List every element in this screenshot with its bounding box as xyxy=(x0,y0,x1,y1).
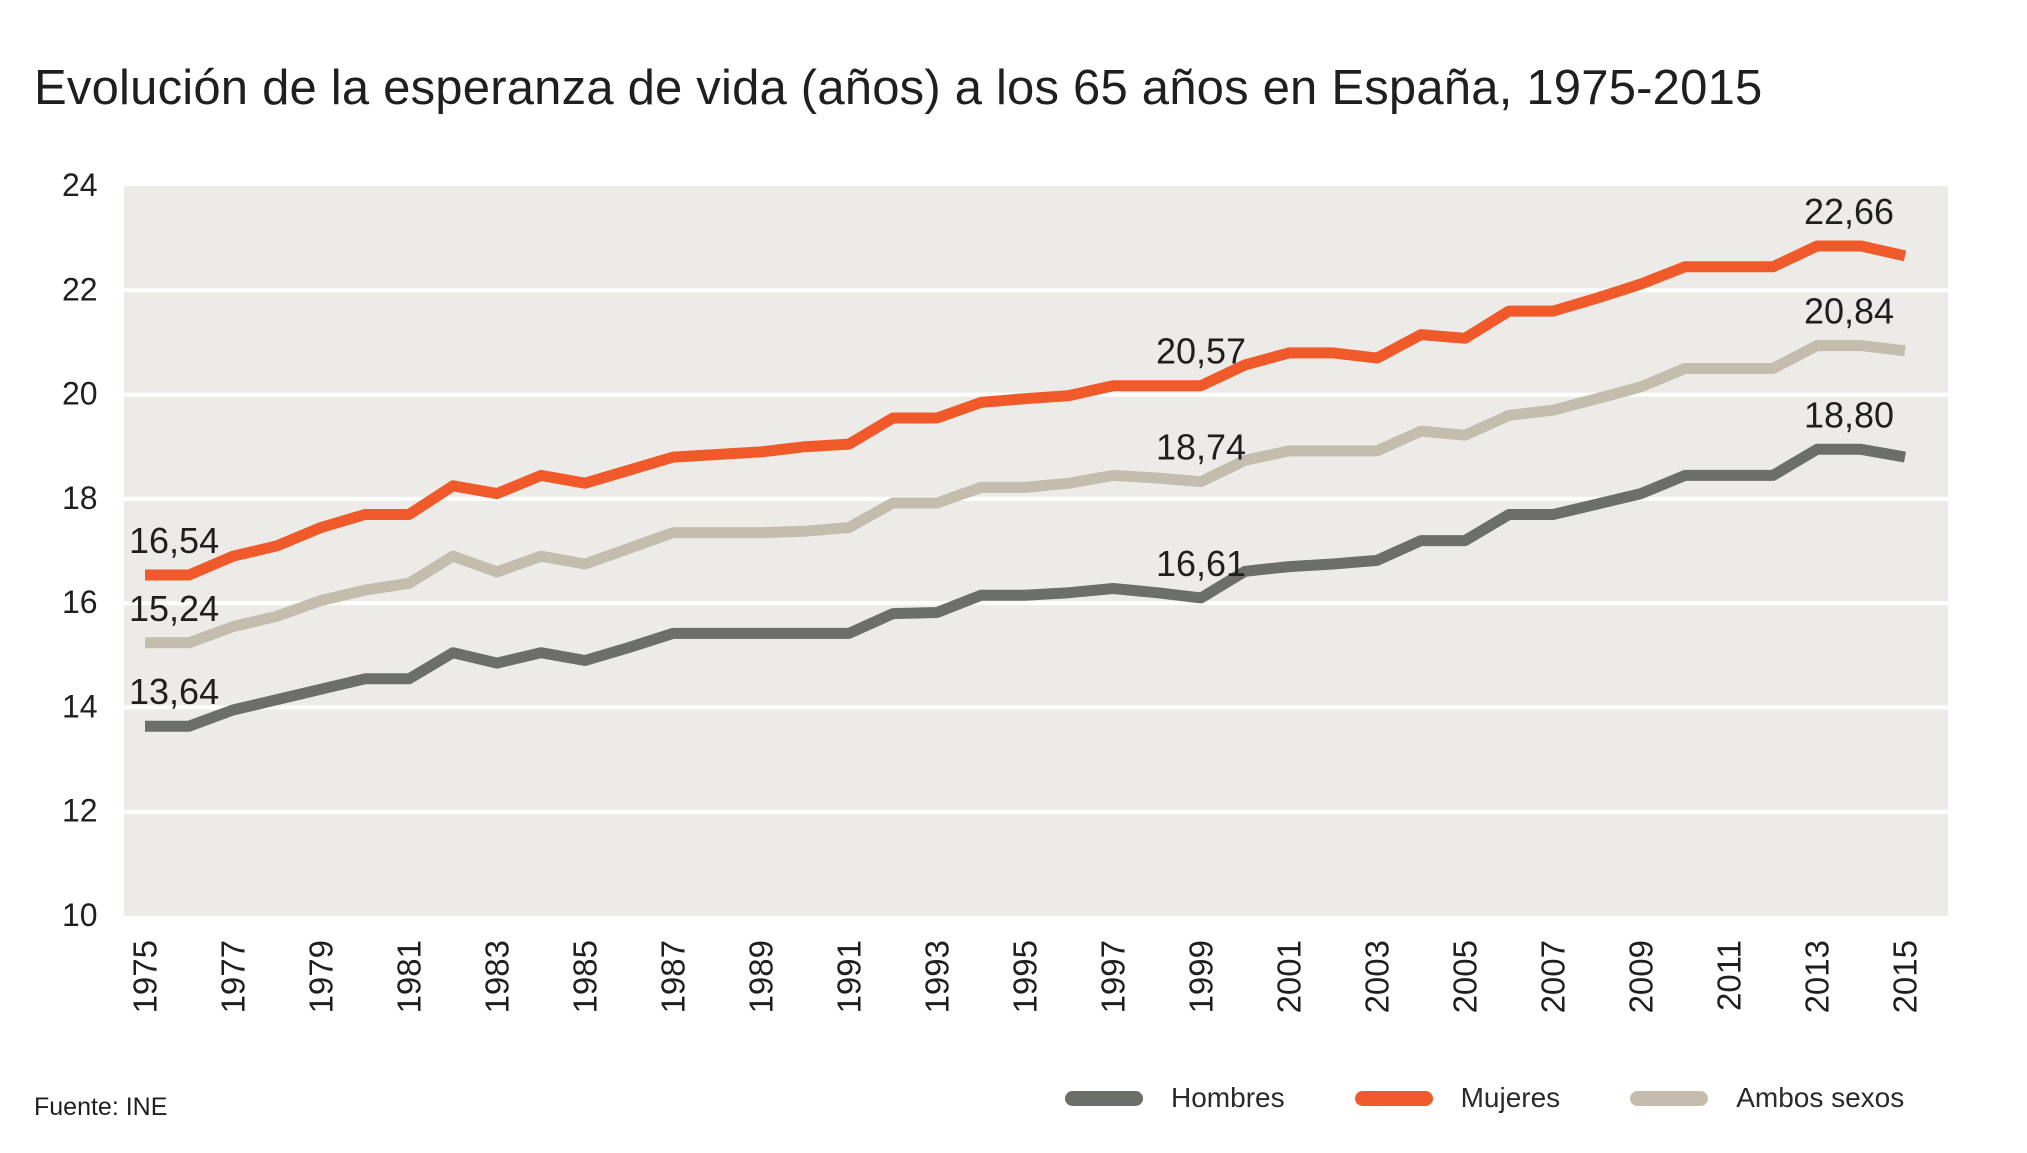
data-label: 15,24 xyxy=(129,588,219,629)
legend-item-hombres: Hombres xyxy=(1065,1082,1285,1114)
y-tick-label: 24 xyxy=(62,167,98,203)
legend-label-mujeres: Mujeres xyxy=(1460,1082,1561,1113)
chart-title: Evolución de la esperanza de vida (años)… xyxy=(34,61,1763,115)
x-tick-label: 1979 xyxy=(303,940,340,1013)
y-tick-label: 16 xyxy=(62,584,98,620)
x-tick-label: 1999 xyxy=(1183,940,1220,1013)
y-tick-label: 18 xyxy=(62,480,98,516)
source-note: Fuente: INE xyxy=(34,1093,168,1121)
x-tick-label: 1983 xyxy=(479,940,516,1013)
x-tick-label: 1977 xyxy=(215,940,252,1013)
y-tick-label: 10 xyxy=(62,897,98,933)
series-line-mujeres xyxy=(145,240,1907,581)
x-tick-label: 2013 xyxy=(1799,940,1836,1013)
y-tick-label: 22 xyxy=(62,271,98,307)
x-tick-label: 2001 xyxy=(1271,940,1308,1013)
x-tick-label: 2007 xyxy=(1535,940,1572,1013)
y-axis-tick-labels: 24 22 20 18 16 14 12 10 xyxy=(62,167,98,933)
x-tick-label: 1991 xyxy=(831,940,868,1013)
y-tick-label: 20 xyxy=(62,376,98,412)
x-tick-label: 1995 xyxy=(1007,940,1044,1013)
data-label: 16,61 xyxy=(1156,543,1246,584)
x-tick-label: 2009 xyxy=(1623,940,1660,1013)
legend-item-ambos-sexos: Ambos sexos xyxy=(1630,1082,1904,1114)
x-tick-label: 1987 xyxy=(655,940,692,1013)
x-tick-label: 1989 xyxy=(743,940,780,1013)
series-line-ambos-sexos xyxy=(145,340,1906,649)
x-tick-label: 1975 xyxy=(127,940,164,1013)
legend-swatch-hombres xyxy=(1065,1090,1143,1106)
data-label: 20,84 xyxy=(1804,291,1894,332)
legend-label-ambos-sexos: Ambos sexos xyxy=(1736,1082,1905,1113)
legend-swatch-ambos-sexos xyxy=(1630,1090,1709,1106)
x-axis-tick-labels: 1975 1977 1979 1981 1983 1985 1987 1989 1991 1993… xyxy=(127,940,1924,1013)
x-tick-label: 2003 xyxy=(1359,940,1396,1013)
y-tick-label: 14 xyxy=(62,688,98,724)
data-label: 16,54 xyxy=(129,520,219,561)
legend-label-hombres: Hombres xyxy=(1171,1082,1285,1113)
data-label: 22,66 xyxy=(1804,191,1894,232)
series-line-hombres xyxy=(145,443,1906,732)
legend: Hombres Mujeres Ambos sexos xyxy=(1065,1082,1904,1114)
series-lines xyxy=(145,240,1907,732)
x-tick-label: 2015 xyxy=(1887,940,1924,1013)
x-tick-label: 2005 xyxy=(1447,940,1484,1013)
y-tick-label: 12 xyxy=(62,793,98,829)
x-tick-label: 2011 xyxy=(1711,940,1748,1011)
data-labels: 16,54 15,24 13,64 20,57 18,74 16,61 22,66 20,84… xyxy=(129,191,1894,712)
data-label: 20,57 xyxy=(1156,331,1246,372)
data-label: 13,64 xyxy=(129,671,219,712)
x-tick-label: 1985 xyxy=(567,940,604,1013)
legend-item-mujeres: Mujeres xyxy=(1354,1082,1561,1114)
x-tick-label: 1997 xyxy=(1095,940,1132,1013)
legend-swatch-mujeres xyxy=(1354,1090,1433,1106)
x-tick-label: 1993 xyxy=(919,940,956,1013)
data-label: 18,80 xyxy=(1804,394,1894,435)
x-tick-label: 1981 xyxy=(391,940,428,1013)
data-label: 18,74 xyxy=(1156,427,1246,468)
plot-area-background xyxy=(124,186,1948,916)
